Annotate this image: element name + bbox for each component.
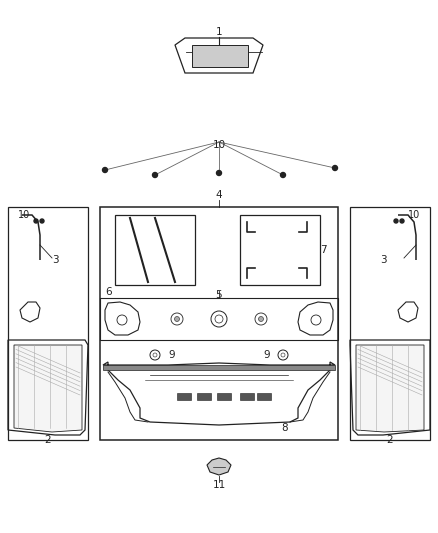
Bar [8,207,88,440]
Text: 7: 7 [320,245,326,255]
Text: 9: 9 [263,350,270,360]
Circle shape [400,219,404,223]
Circle shape [332,166,338,171]
Bar [100,207,338,440]
Circle shape [394,219,398,223]
Text: 9: 9 [169,350,175,360]
Bar [217,393,231,400]
Bar [350,207,430,440]
Circle shape [102,167,107,173]
Circle shape [34,219,38,223]
Text: 5: 5 [215,290,223,300]
Bar [240,393,254,400]
Bar [257,393,271,400]
Bar [192,45,248,67]
Text: 2: 2 [387,435,393,445]
Circle shape [258,317,264,321]
Text: 3: 3 [52,255,58,265]
Text: 3: 3 [380,255,386,265]
Bar [115,215,195,285]
Text: 8: 8 [282,423,288,433]
Text: 10: 10 [18,210,30,220]
Polygon shape [356,345,424,432]
Bar [177,393,191,400]
Polygon shape [103,365,335,370]
Polygon shape [14,345,82,432]
Circle shape [152,173,158,177]
Text: 10: 10 [408,210,420,220]
Text: 2: 2 [45,435,51,445]
Text: 11: 11 [212,480,226,490]
Text: 6: 6 [106,287,112,297]
Circle shape [216,171,222,175]
Polygon shape [207,458,231,475]
Text: 10: 10 [212,140,226,150]
Circle shape [40,219,44,223]
Text: 4: 4 [215,190,223,200]
Bar [197,393,211,400]
Bar [240,215,320,285]
Circle shape [280,173,286,177]
Bar [100,298,338,340]
Text: 1: 1 [215,27,223,37]
Circle shape [174,317,180,321]
